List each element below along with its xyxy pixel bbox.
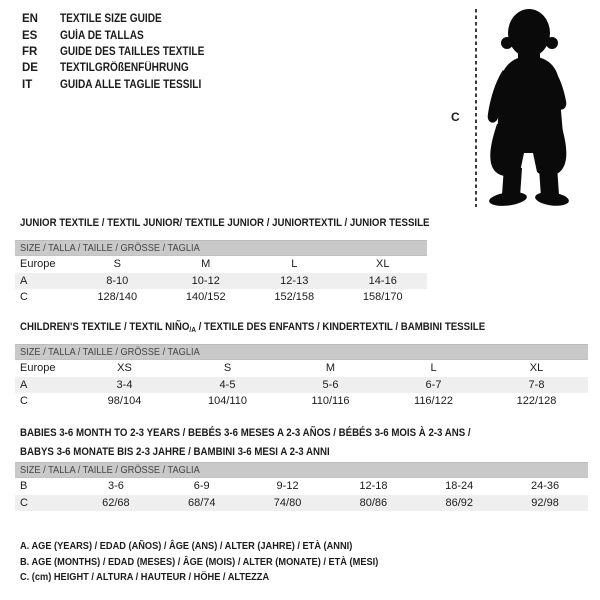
- cell: 92/98: [531, 496, 559, 509]
- babies-size-table: SIZE / TALLA / TAILLE / GRÖSSE / TAGLIA …: [15, 462, 588, 511]
- cell: L: [291, 258, 298, 271]
- lang-label-es: GUÍA DE TALLAS: [60, 29, 144, 42]
- cell: 3-4: [116, 378, 133, 391]
- cell: 68/74: [187, 496, 216, 509]
- lang-code-en: EN: [22, 13, 38, 26]
- title-subscript: /A: [189, 325, 196, 334]
- table-row: C 98/104 104/110 110/116 116/122 122/128: [15, 393, 588, 410]
- toddler-silhouette-icon: [487, 9, 569, 206]
- junior-table-title-text: JUNIOR TEXTILE / TEXTIL JUNIOR/ TEXTILE …: [20, 217, 430, 229]
- cell: 6-9: [193, 480, 210, 493]
- row-label: Europe: [20, 258, 56, 271]
- legend-line-b: B. AGE (MONTHS) / EDAD (MESES) / ÂGE (MO…: [20, 555, 379, 568]
- cell: 8-10: [106, 274, 129, 287]
- junior-size-header-text: SIZE / TALLA / TAILLE / GRÖSSE / TAGLIA: [20, 242, 200, 254]
- cell: 4-5: [219, 378, 236, 391]
- junior-table-title: JUNIOR TEXTILE / TEXTIL JUNIOR/ TEXTILE …: [20, 217, 485, 229]
- babies-size-header-bar: SIZE / TALLA / TAILLE / GRÖSSE / TAGLIA: [15, 462, 588, 478]
- lang-row-fr: FR GUIDE DES TAILLES TEXTILE: [22, 44, 224, 60]
- legend-line-c: C. (cm) HEIGHT / ALTURA / HAUTEUR / HÖHE…: [20, 571, 270, 583]
- children-table-title-text: CHILDREN'S TEXTILE / TEXTIL NIÑO/A / TEX…: [20, 321, 485, 334]
- cell: 116/122: [414, 395, 453, 408]
- cell: L: [430, 362, 437, 375]
- cell: 98/104: [107, 395, 142, 408]
- table-row: C 62/68 68/74 74/80 80/86 86/92 92/98: [15, 494, 588, 511]
- children-size-header-bar: SIZE / TALLA / TAILLE / GRÖSSE / TAGLIA: [15, 344, 588, 360]
- cell: S: [113, 258, 121, 271]
- cell: 12-13: [280, 274, 309, 287]
- babies-title-line2: BABYS 3-6 MONATE BIS 2-3 JAHRE / BAMBINI…: [20, 445, 330, 458]
- junior-size-table: SIZE / TALLA / TAILLE / GRÖSSE / TAGLIA …: [15, 240, 427, 306]
- lang-code-fr: FR: [22, 45, 38, 58]
- row-label: C: [20, 291, 28, 304]
- table-row: A 8-10 10-12 12-13 14-16: [15, 272, 427, 289]
- cell: 7-8: [528, 378, 545, 391]
- cell: XS: [117, 362, 132, 375]
- title-pre: CHILDREN'S TEXTILE / TEXTIL NIÑO: [20, 321, 190, 333]
- cell: 80/86: [359, 496, 388, 509]
- lang-code-es: ES: [22, 29, 38, 42]
- cell: 74/80: [273, 496, 302, 509]
- cell: 10-12: [191, 274, 220, 287]
- cell: 122/128: [516, 395, 557, 408]
- babies-size-header-text: SIZE / TALLA / TAILLE / GRÖSSE / TAGLIA: [20, 464, 200, 476]
- cell: 104/110: [208, 395, 247, 408]
- cell: M: [325, 362, 336, 375]
- cell: 62/68: [102, 496, 130, 509]
- cell: 6-7: [425, 378, 442, 391]
- table-row: Europe S M L XL: [15, 256, 427, 273]
- lang-code-it: IT: [22, 78, 33, 91]
- row-label: Europe: [20, 362, 56, 375]
- cell: 110/116: [311, 395, 350, 408]
- cell: XL: [376, 258, 390, 271]
- cell: 12-18: [359, 480, 388, 493]
- cell: 24-36: [530, 480, 560, 493]
- row-label: C: [20, 395, 28, 408]
- lang-label-fr: GUIDE DES TAILLES TEXTILE: [60, 45, 205, 58]
- babies-title-line1: BABIES 3-6 MONTH TO 2-3 YEARS / BEBÉS 3-…: [20, 427, 471, 439]
- title-post: / TEXTILE DES ENFANTS / KINDERTEXTIL / B…: [195, 321, 486, 333]
- table-row: B 3-6 6-9 9-12 12-18 18-24 24-36: [15, 478, 588, 495]
- height-marker-label: C: [451, 110, 460, 124]
- cell: 14-16: [368, 274, 397, 287]
- lang-row-en: EN TEXTILE SIZE GUIDE: [22, 11, 224, 27]
- cell: 128/140: [97, 291, 138, 304]
- lang-row-it: IT GUIDA ALLE TAGLIE TESSILI: [22, 77, 224, 93]
- table-row: A 3-4 4-5 5-6 6-7 7-8: [15, 376, 588, 393]
- cell: 86/92: [445, 496, 473, 509]
- row-label: C: [20, 496, 28, 509]
- cell: 3-6: [107, 480, 124, 493]
- lang-row-es: ES GUÍA DE TALLAS: [22, 27, 224, 43]
- cell: 152/158: [274, 291, 315, 304]
- row-label: A: [20, 378, 28, 391]
- lang-label-de: TEXTILGRÖßENFÜHRUNG: [60, 62, 189, 75]
- lang-code-de: DE: [22, 62, 38, 75]
- cell: 18-24: [445, 480, 474, 493]
- row-label: A: [20, 274, 28, 287]
- junior-size-header-bar: SIZE / TALLA / TAILLE / GRÖSSE / TAGLIA: [15, 240, 427, 256]
- height-measure-dashed-line: [475, 9, 477, 207]
- cell: 9-12: [276, 480, 299, 493]
- cell: 140/152: [185, 291, 226, 304]
- children-size-table: SIZE / TALLA / TAILLE / GRÖSSE / TAGLIA …: [15, 344, 588, 410]
- children-table-title: CHILDREN'S TEXTILE / TEXTIL NIÑO/A / TEX…: [20, 321, 549, 334]
- row-label: B: [20, 480, 28, 493]
- lang-label-it: GUIDA ALLE TAGLIE TESSILI: [60, 78, 202, 91]
- legend-line-a: A. AGE (YEARS) / EDAD (AÑOS) / ÂGE (ANS)…: [20, 540, 353, 552]
- children-size-header-text: SIZE / TALLA / TAILLE / GRÖSSE / TAGLIA: [20, 346, 200, 358]
- cell: 5-6: [322, 378, 339, 391]
- cell: XL: [529, 362, 544, 375]
- table-row: C 128/140 140/152 152/158 158/170: [15, 289, 427, 306]
- language-title-list: EN TEXTILE SIZE GUIDE ES GUÍA DE TALLAS …: [22, 11, 224, 93]
- lang-row-de: DE TEXTILGRÖßENFÜHRUNG: [22, 60, 224, 76]
- measurement-legend: A. AGE (YEARS) / EDAD (AÑOS) / ÂGE (ANS)…: [20, 539, 427, 586]
- babies-table-title: BABIES 3-6 MONTH TO 2-3 YEARS / BEBÉS 3-…: [20, 424, 532, 461]
- cell: 158/170: [362, 291, 403, 304]
- cell: S: [223, 362, 232, 375]
- table-row: Europe XS S M L XL: [15, 360, 588, 377]
- cell: M: [201, 258, 211, 271]
- lang-label-en: TEXTILE SIZE GUIDE: [60, 13, 162, 26]
